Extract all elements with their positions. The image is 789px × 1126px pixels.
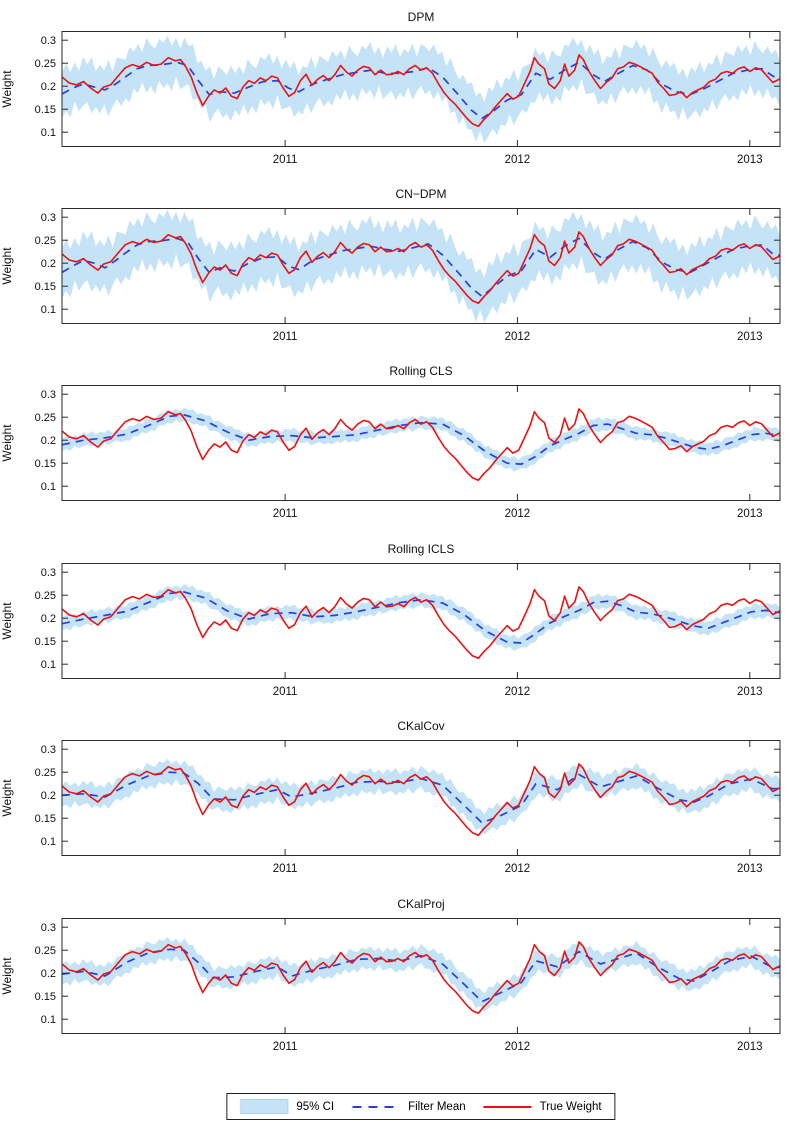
x-tick-label: 2013: [737, 508, 763, 520]
ci-band-area: [62, 209, 780, 323]
panel-title: Rolling CLS: [389, 364, 453, 378]
chart-dpm: 2011 2012 2013 0.1 0.15 0.2 0.25 0.3: [35, 31, 781, 166]
y-tick-label: 0.25: [35, 412, 56, 424]
y-tick-label: 0.15: [35, 813, 56, 825]
y-tick-label: 0.3: [41, 389, 56, 401]
chart-panel-ckalproj: CKalProj Weight 2011 2012 2013 0.1 0.15 0.2 0.…: [0, 895, 789, 1067]
y-tick-label: 0.25: [35, 590, 56, 602]
y-tick-label: 0.15: [35, 281, 56, 293]
y-tick-label: 0.2: [41, 790, 56, 802]
y-tick-label: 0.15: [35, 104, 56, 116]
chart-ckalcov: 2011 2012 2013 0.1 0.15 0.2 0.25 0.3: [35, 740, 781, 875]
chart-rolling-cls: 2011 2012 2013 0.1 0.15 0.2 0.25 0.3: [35, 385, 781, 520]
chart-panel-rolling-icls: Rolling ICLS Weight 2011 2012 2013 0.1 0.15 0…: [0, 540, 789, 712]
y-tick-label: 0.25: [35, 767, 56, 779]
filter-mean-line: [62, 414, 780, 465]
true-weight-line: [62, 54, 780, 127]
axes-box: [61, 385, 781, 501]
y-tick-label: 0.2: [41, 81, 56, 93]
panel-title: Rolling ICLS: [387, 542, 455, 556]
x-tick-label: 2013: [737, 863, 763, 875]
y-tick-label: 0.15: [35, 991, 56, 1003]
y-tick-label: 0.3: [41, 35, 56, 47]
x-tick-label: 2011: [273, 508, 298, 520]
axes-box: [61, 918, 781, 1034]
y-tick-label: 0.2: [41, 435, 56, 447]
x-tick-label: 2012: [505, 331, 531, 343]
y-tick-label: 0.1: [41, 304, 56, 316]
x-tick-label: 2011: [273, 1041, 298, 1053]
legend: 95% CI Filter Mean True Weight: [226, 1093, 616, 1120]
axes-box: [61, 563, 781, 679]
y-tick-label: 0.1: [41, 481, 56, 493]
y-tick-label: 0.3: [41, 744, 56, 756]
y-tick-label: 0.25: [35, 945, 56, 957]
chart-panel-dpm: DPM Weight 2011 2012 2013 0.1 0.15 0.2 0.25 0.3: [0, 8, 789, 180]
filter-mean-line: [62, 237, 780, 298]
x-tick-label: 2011: [273, 686, 298, 698]
filter-mean-line: [62, 591, 780, 644]
chart-panel-cn-dpm: CN−DPM Weight 2011 2012 2013 0.1 0.15 0.2 0.25…: [0, 185, 789, 357]
y-tick-label: 0.2: [41, 968, 56, 980]
y-tick-label: 0.1: [41, 127, 56, 139]
true-weight-swatch: [483, 1105, 532, 1108]
filter-mean-swatch: [352, 1105, 401, 1108]
x-tick-label: 2011: [273, 154, 298, 166]
y-tick-label: 0.15: [35, 636, 56, 648]
true-weight-line: [62, 586, 780, 659]
y-tick-label: 0.25: [35, 58, 56, 70]
chart-ckalproj: 2011 2012 2013 0.1 0.15 0.2 0.25 0.3: [35, 918, 781, 1053]
filter-mean-line: [62, 771, 780, 824]
x-tick-label: 2011: [273, 863, 298, 875]
x-tick-label: 2012: [505, 863, 531, 875]
true-weight-line: [62, 941, 780, 1014]
y-tick-label: 0.1: [41, 659, 56, 671]
chart-rolling-icls: 2011 2012 2013 0.1 0.15 0.2 0.25 0.3: [35, 563, 781, 698]
chart-panel-rolling-cls: Rolling CLS Weight 2011 2012 2013 0.1 0.15 0.…: [0, 362, 789, 534]
axes-box: [61, 31, 781, 147]
x-tick-label: 2012: [505, 686, 531, 698]
ci-band-swatch: [240, 1099, 289, 1114]
axes-box: [61, 208, 781, 324]
x-tick-label: 2012: [505, 154, 531, 166]
panel-title: CKalCov: [397, 719, 445, 733]
y-tick-label: 0.3: [41, 567, 56, 579]
ci-band-area: [62, 758, 780, 835]
x-tick-label: 2013: [737, 154, 763, 166]
y-tick-label: 0.3: [41, 212, 56, 224]
true-weight-line: [62, 231, 780, 304]
y-tick-label: 0.2: [41, 258, 56, 270]
chart-panel-ckalcov: CKalCov Weight 2011 2012 2013 0.1 0.15 0.2 0.2…: [0, 717, 789, 889]
panel-title: CN−DPM: [395, 187, 447, 201]
chart-cn-dpm: 2011 2012 2013 0.1 0.15 0.2 0.25 0.3: [35, 208, 781, 343]
x-tick-label: 2013: [737, 686, 763, 698]
axes-box: [61, 740, 781, 856]
x-tick-label: 2012: [505, 508, 531, 520]
y-tick-label: 0.15: [35, 458, 56, 470]
ci-band-area: [62, 407, 780, 472]
true-weight-line: [62, 408, 780, 481]
x-tick-label: 2013: [737, 331, 763, 343]
y-tick-label: 0.1: [41, 1014, 56, 1026]
y-tick-label: 0.1: [41, 836, 56, 848]
legend-label-true-weight: True Weight: [539, 1100, 602, 1113]
legend-label-filter-mean: Filter Mean: [408, 1100, 466, 1113]
ci-band-area: [62, 937, 780, 1013]
y-tick-label: 0.3: [41, 922, 56, 934]
panel-title: CKalProj: [397, 897, 445, 911]
true-weight-line: [62, 763, 780, 836]
ci-band-area: [62, 584, 780, 651]
legend-label-ci: 95% CI: [296, 1100, 335, 1113]
x-tick-label: 2011: [273, 331, 298, 343]
panel-title: DPM: [407, 10, 435, 24]
y-tick-label: 0.2: [41, 613, 56, 625]
x-tick-label: 2013: [737, 1041, 763, 1053]
x-tick-label: 2012: [505, 1041, 531, 1053]
ci-band-area: [62, 35, 780, 143]
y-tick-label: 0.25: [35, 235, 56, 247]
